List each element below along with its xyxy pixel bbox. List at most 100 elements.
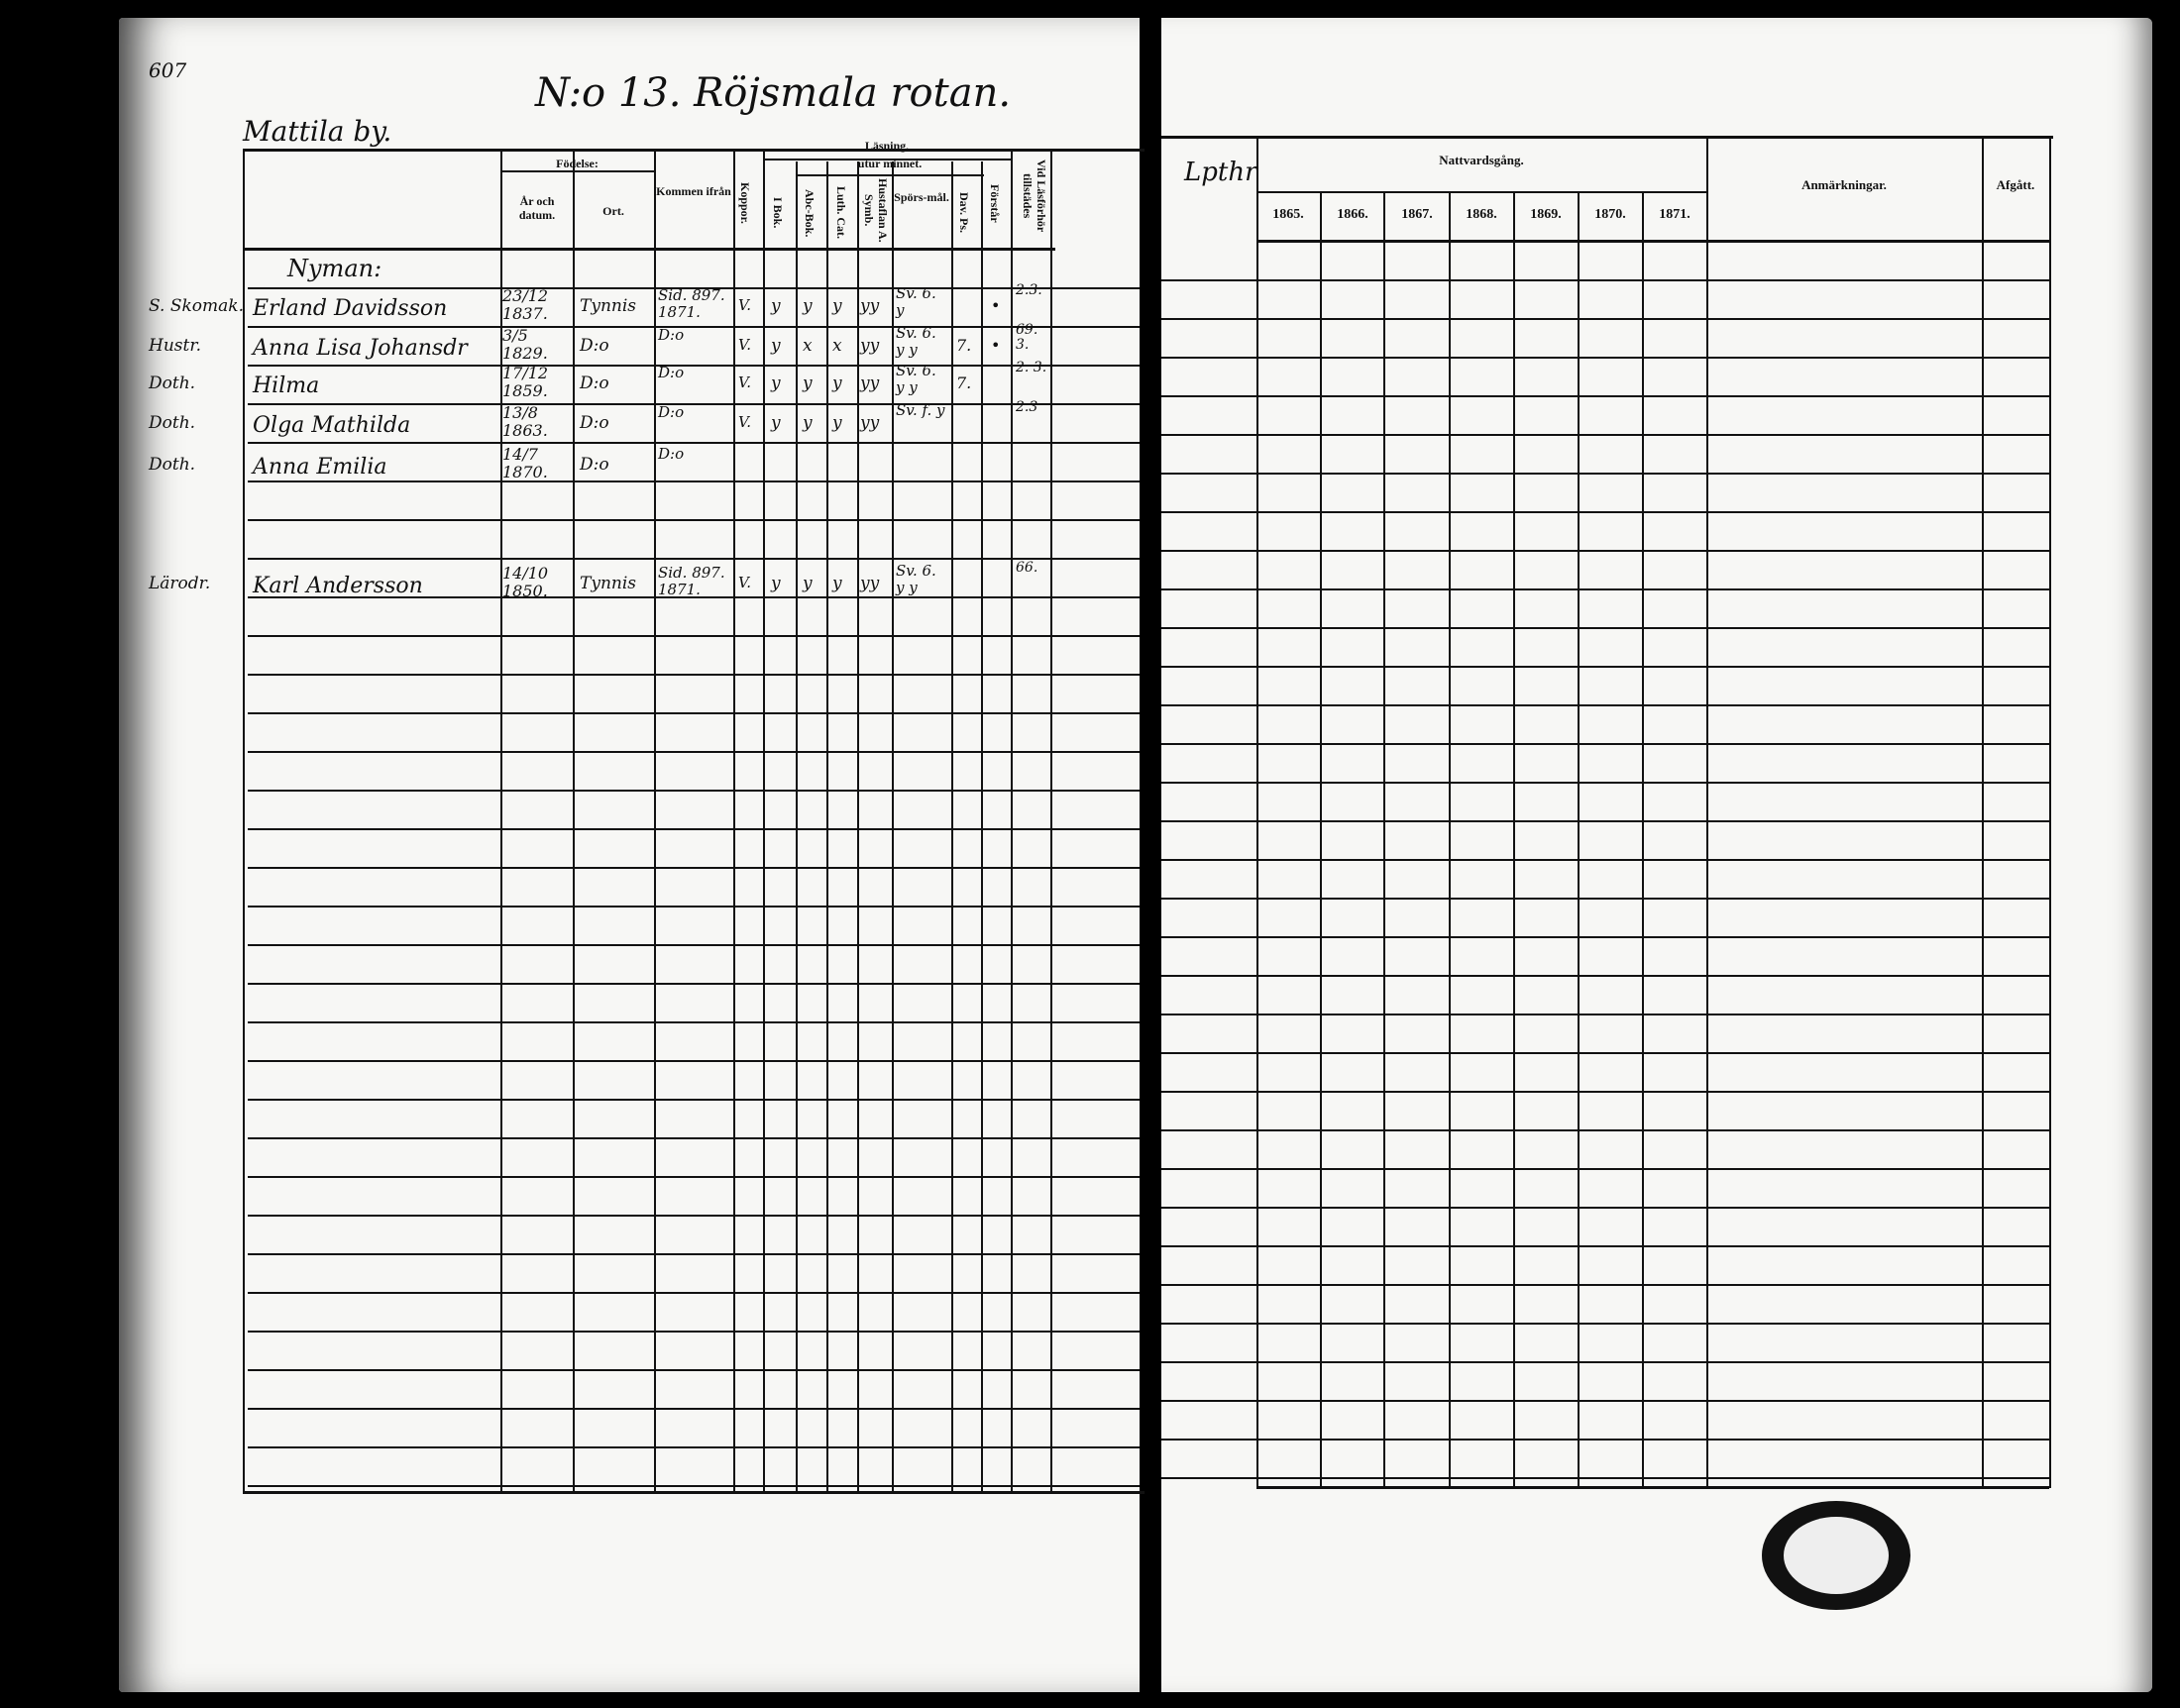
rule-line <box>248 1021 1140 1023</box>
column-line <box>573 149 575 1491</box>
rule-line <box>1161 820 2049 822</box>
record-name: Anna Emilia <box>253 455 387 480</box>
column-line <box>1706 136 1708 1488</box>
rule-line <box>796 174 984 176</box>
record-reading-mark: yy <box>860 374 880 393</box>
rule-line <box>1161 1439 2049 1441</box>
record-forstar: • <box>991 336 1001 355</box>
header-utur-minnet: utur minnet. <box>857 157 923 170</box>
year-header: 1865. <box>1272 207 1304 222</box>
record-birth-date: 23/12 1837. <box>502 286 549 323</box>
year-header: 1868. <box>1466 207 1497 222</box>
record-reading-mark: y <box>803 413 813 433</box>
rule-line <box>248 287 1140 289</box>
header-lasning: Läsning, <box>864 139 910 153</box>
rule-line <box>1161 704 2049 706</box>
header-dav: Dav. Ps. <box>957 192 971 234</box>
rule-line <box>248 867 1140 869</box>
rule-line <box>248 712 1140 714</box>
header-vid: Vid Läsförhör tillstädes <box>1021 159 1048 233</box>
rule-line <box>1161 357 2049 359</box>
rule-line <box>243 1491 1144 1494</box>
year-header: 1866. <box>1337 207 1368 222</box>
header-koppor: Koppor. <box>738 182 752 224</box>
column-line <box>857 161 859 1491</box>
rule-line <box>1161 936 2049 938</box>
family-heading: Nyman: <box>287 255 382 282</box>
rule-line <box>1161 279 2049 281</box>
column-line <box>763 149 765 1491</box>
record-birth-date: 3/5 1829. <box>502 326 548 363</box>
rule-line <box>1161 434 2049 436</box>
record-birth-date: 13/8 1863. <box>502 403 548 440</box>
rule-line <box>1161 318 2049 320</box>
rule-line <box>243 149 1144 152</box>
rule-line <box>248 442 1140 444</box>
record-sporsmal: Sv. 6. y <box>896 284 936 319</box>
rule-line <box>248 480 1140 482</box>
header-kommen: Kommen ifrån <box>656 184 731 198</box>
rule-line <box>248 1408 1140 1410</box>
record-birth-place: D:o <box>580 336 609 356</box>
rule-line <box>248 519 1140 521</box>
column-line <box>1256 136 1258 1488</box>
rule-line <box>1161 743 2049 745</box>
column-line <box>1011 149 1013 1491</box>
rule-line <box>500 170 654 172</box>
record-from: Sid. 897. 1871. <box>658 286 725 321</box>
year-header: 1871. <box>1659 207 1690 222</box>
rule-line <box>1161 666 2049 668</box>
rule-line <box>248 983 1140 985</box>
record-birth-place: Tynnis <box>580 296 637 316</box>
right-page <box>1161 18 2152 1692</box>
column-line <box>826 161 828 1491</box>
rule-line <box>1161 1284 2049 1286</box>
rule-line <box>248 365 1140 367</box>
year-header: 1869. <box>1530 207 1562 222</box>
record-birth-place: D:o <box>580 374 609 393</box>
column-line <box>243 149 245 1491</box>
rule-line <box>248 944 1140 946</box>
rule-line <box>248 1485 1140 1487</box>
record-name: Anna Lisa Johansdr <box>253 336 468 361</box>
record-reading-mark: y <box>803 374 813 393</box>
record-koppor: V. <box>738 336 751 354</box>
record-birth-place: D:o <box>580 455 609 475</box>
rule-line <box>248 1446 1140 1448</box>
record-reading-mark: x <box>803 336 813 356</box>
header-ar: År och datum. <box>518 194 556 222</box>
record-vid: 2. 3. <box>1016 360 1047 375</box>
record-birth-place: D:o <box>580 413 609 433</box>
record-birth-date: 14/10 1850. <box>502 564 549 600</box>
rule-line <box>248 635 1140 637</box>
record-sporsmal: Sv. 6. y y <box>896 324 936 359</box>
column-line <box>654 149 656 1491</box>
record-forstar: • <box>991 296 1001 315</box>
rule-line <box>248 1292 1140 1294</box>
rule-line <box>243 248 1055 251</box>
column-line <box>1383 193 1385 1486</box>
rule-line <box>248 326 1140 328</box>
rule-line <box>1161 1323 2049 1325</box>
rule-line <box>248 558 1140 560</box>
record-reading-mark: y <box>771 413 781 433</box>
record-sporsmal: Sv. 6. y y <box>896 562 936 596</box>
record-birth-place: Tynnis <box>580 574 637 593</box>
rule-line <box>1161 588 2049 590</box>
record-sporsmal: Sv. f. y <box>896 401 945 419</box>
rule-line <box>1256 191 1706 193</box>
rule-line <box>248 1137 1140 1139</box>
rule-line <box>1161 975 2049 977</box>
header-hustaflan: Hustaflan A. Symb. <box>862 178 890 243</box>
column-line <box>951 161 953 1491</box>
record-birth-date: 14/7 1870. <box>502 445 548 481</box>
record-birth-date: 17/12 1859. <box>502 364 549 400</box>
record-koppor: V. <box>738 374 751 391</box>
header-afgatt: Afgått. <box>1996 177 2035 192</box>
column-line <box>500 149 502 1491</box>
record-koppor: V. <box>738 296 751 314</box>
column-line <box>796 161 798 1491</box>
record-reading-mark: yy <box>860 336 880 356</box>
rule-line <box>248 790 1140 792</box>
record-reading-mark: y <box>832 574 842 593</box>
